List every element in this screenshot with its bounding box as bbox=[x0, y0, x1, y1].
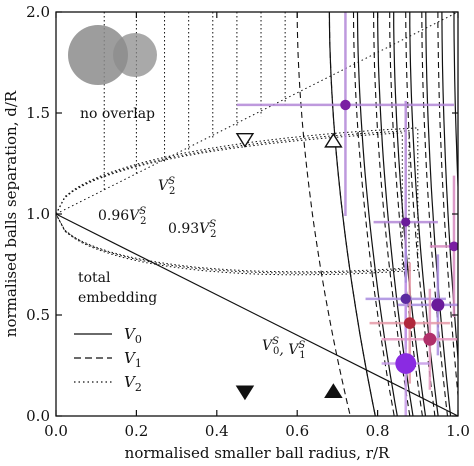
x-tick-label: 0.8 bbox=[366, 422, 390, 440]
data-point bbox=[340, 99, 351, 111]
v0s-v1s-label: VS 0, VS 1 bbox=[262, 336, 306, 361]
v2s-096-label: 0.96VS 2 bbox=[98, 206, 147, 227]
no-overlap-label: no overlap bbox=[80, 106, 155, 122]
total-embedding-label: total bbox=[78, 270, 111, 286]
legend-label: V1 bbox=[124, 349, 142, 370]
v0-contour bbox=[441, 12, 458, 366]
v1-contour bbox=[405, 12, 436, 416]
v1-contour bbox=[437, 12, 458, 401]
y-tick-label: 0.5 bbox=[26, 306, 50, 324]
y-tick-label: 1.0 bbox=[26, 205, 50, 223]
data-point bbox=[401, 217, 411, 227]
axes-layer: 0.0 0.2 0.4 0.6 0.8 1.0 0.0 0.5 1.0 1.5 2.0 normali… bbox=[2, 3, 470, 462]
boundary-line bbox=[56, 213, 458, 416]
triangle-marker-open bbox=[235, 132, 255, 148]
v2s-curve bbox=[56, 127, 419, 276]
v1-contour bbox=[373, 12, 411, 416]
data-point bbox=[431, 298, 445, 312]
small-ball-icon bbox=[113, 33, 157, 77]
v0-contour bbox=[453, 12, 458, 199]
v0-contour bbox=[328, 12, 376, 416]
contour-layer bbox=[56, 12, 458, 416]
triangle-marker-open bbox=[324, 132, 343, 148]
data-point bbox=[449, 241, 458, 252]
v1-contour bbox=[296, 12, 351, 416]
legend-label: V0 bbox=[124, 325, 142, 346]
v0-contour bbox=[356, 12, 398, 416]
v1-contour bbox=[389, 12, 423, 416]
v1-contour bbox=[352, 12, 395, 416]
contact-line bbox=[56, 12, 458, 215]
triangle-marker-filled bbox=[324, 383, 343, 399]
x-tick-label: 1.0 bbox=[446, 422, 470, 440]
triangle-marker-filled bbox=[235, 385, 255, 401]
data-point bbox=[395, 353, 417, 374]
v0-contour bbox=[377, 12, 414, 416]
annotation-layer: no overlap total embedding VS 2 0.96VS 2 0.93VS… bbox=[68, 25, 306, 394]
total-embedding-label: embedding bbox=[78, 290, 157, 306]
data-point bbox=[423, 332, 437, 346]
x-tick-label: 0.6 bbox=[285, 422, 309, 440]
data-points-layer bbox=[235, 12, 458, 416]
legend-label: V2 bbox=[124, 373, 142, 394]
v2s-093-label: 0.93VS 2 bbox=[168, 219, 217, 240]
x-tick-label: 0.0 bbox=[44, 422, 68, 440]
x-axis-title: normalised smaller ball radius, r/R bbox=[125, 444, 390, 462]
v2s-label: VS 2 bbox=[158, 176, 175, 197]
v1-contour bbox=[421, 12, 449, 416]
x-tick-label: 0.2 bbox=[124, 422, 148, 440]
v0-contour bbox=[393, 12, 427, 416]
y-tick-label: 0.0 bbox=[26, 407, 50, 425]
y-tick-label: 1.5 bbox=[26, 104, 50, 122]
data-point bbox=[400, 293, 411, 305]
y-axis-title: normalised balls separation, d/R bbox=[2, 90, 20, 337]
y-tick-label: 2.0 bbox=[26, 3, 50, 21]
data-point bbox=[403, 317, 416, 329]
v0-contour bbox=[425, 12, 452, 416]
large-ball-icon bbox=[68, 25, 128, 85]
v2s-curve bbox=[56, 132, 403, 273]
x-tick-label: 0.4 bbox=[205, 422, 229, 440]
